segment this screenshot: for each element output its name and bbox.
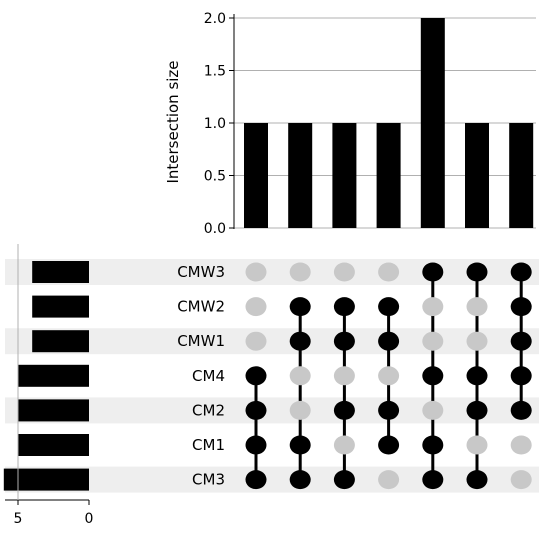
active-dot-cmw2-3 (333, 297, 355, 317)
inactive-dot-cm2-5 (422, 400, 444, 420)
intersection-bar-5 (420, 18, 445, 228)
inactive-dot-cmw1-5 (422, 331, 444, 351)
active-dot-cm3-1 (245, 470, 267, 490)
inactive-dot-cm1-3 (333, 435, 355, 455)
intersection-bar-3 (332, 123, 357, 228)
inactive-dot-cmw1-6 (466, 331, 488, 351)
y-tick-label: 0.0 (204, 221, 226, 237)
intersection-bar-7 (509, 123, 534, 228)
inactive-dot-cmw3-1 (245, 262, 267, 282)
set-size-bars (3, 261, 89, 491)
inactive-dot-cmw3-4 (378, 262, 400, 282)
set-labels: CMW3 CMW2 CMW1 CM4 CM2 CM1 CM3 (177, 263, 225, 489)
inactive-dot-cmw3-3 (333, 262, 355, 282)
inactive-dot-cm4-3 (333, 366, 355, 386)
set-label-cm1: CM1 (192, 436, 225, 454)
active-dot-cm3-6 (466, 470, 488, 490)
intersection-bar-1 (244, 123, 268, 228)
intersection-bar-6 (465, 123, 489, 228)
membership-matrix (245, 262, 532, 490)
inactive-dot-cmw1-1 (245, 331, 267, 351)
active-dot-cm4-7 (510, 366, 532, 386)
active-dot-cm4-6 (466, 366, 488, 386)
row-stripe-cm3 (5, 466, 539, 493)
set-size-bar-cmw1 (32, 330, 89, 353)
set-label-cm2: CM2 (192, 401, 225, 419)
y-tick-label: 0.5 (204, 169, 226, 185)
row-stripe-cmw3 (5, 259, 539, 285)
inactive-dot-cm3-4 (378, 470, 400, 490)
active-dot-cm2-4 (378, 400, 400, 420)
intersection-bar-4 (376, 123, 401, 228)
active-dot-cmw3-5 (422, 262, 444, 282)
row-stripe-cmw1 (5, 328, 539, 355)
intersection-y-axis: 0.0 0.5 1.0 1.5 2.0 (204, 11, 235, 237)
set-size-bar-cm4 (18, 364, 89, 387)
set-size-bar-cm2 (18, 399, 89, 422)
active-dot-cmw1-2 (289, 331, 311, 351)
set-label-cm3: CM3 (192, 471, 225, 489)
row-stripes (5, 259, 539, 493)
inactive-dot-cm1-6 (466, 435, 488, 455)
active-dot-cm1-4 (378, 435, 400, 455)
inactive-dot-cmw2-6 (466, 297, 488, 317)
intersection-bars (244, 18, 534, 228)
set-label-cmw2: CMW2 (177, 298, 225, 316)
y-axis-label: Intersection size (164, 60, 182, 183)
active-dot-cmw2-4 (378, 297, 400, 317)
set-size-bar-cmw2 (32, 295, 89, 318)
set-axis-tick-label: 5 (14, 511, 23, 527)
active-dot-cmw2-2 (289, 297, 311, 317)
y-tick-label: 1.5 (204, 64, 226, 80)
inactive-dot-cm4-4 (378, 366, 400, 386)
active-dot-cm3-2 (289, 470, 311, 490)
active-dot-cmw3-7 (510, 262, 532, 282)
inactive-dot-cmw2-5 (422, 297, 444, 317)
inactive-dot-cmw3-2 (289, 262, 311, 282)
active-dot-cm4-1 (245, 366, 267, 386)
inactive-dot-cmw2-1 (245, 297, 267, 317)
intersection-bar-2 (288, 123, 313, 228)
set-label-cmw3: CMW3 (177, 263, 225, 281)
set-label-cm4: CM4 (192, 367, 225, 385)
active-dot-cm3-5 (422, 470, 444, 490)
set-label-cmw1: CMW1 (177, 332, 225, 350)
inactive-dot-cm1-7 (510, 435, 532, 455)
active-dot-cm2-3 (333, 400, 355, 420)
set-size-bar-cm1 (18, 434, 89, 456)
row-stripe-cm2 (5, 397, 539, 424)
active-dot-cmw1-4 (378, 331, 400, 351)
active-dot-cm3-3 (333, 470, 355, 490)
active-dot-cmw3-6 (466, 262, 488, 282)
active-dot-cm1-2 (289, 435, 311, 455)
active-dot-cm2-1 (245, 400, 267, 420)
set-size-bar-cmw3 (32, 261, 89, 283)
inactive-dot-cm2-2 (289, 400, 311, 420)
active-dot-cm1-1 (245, 435, 267, 455)
active-dot-cmw1-3 (333, 331, 355, 351)
set-size-bar-cm3 (3, 468, 89, 491)
inactive-dot-cm4-2 (289, 366, 311, 386)
y-tick-label: 2.0 (204, 11, 226, 27)
active-dot-cmw2-7 (510, 297, 532, 317)
y-tick-label: 1.0 (204, 116, 226, 132)
set-axis-tick-label: 0 (85, 511, 94, 527)
active-dot-cm2-7 (510, 400, 532, 420)
inactive-dot-cm3-7 (510, 470, 532, 490)
active-dot-cmw1-7 (510, 331, 532, 351)
active-dot-cm2-6 (466, 400, 488, 420)
active-dot-cm4-5 (422, 366, 444, 386)
active-dot-cm1-5 (422, 435, 444, 455)
